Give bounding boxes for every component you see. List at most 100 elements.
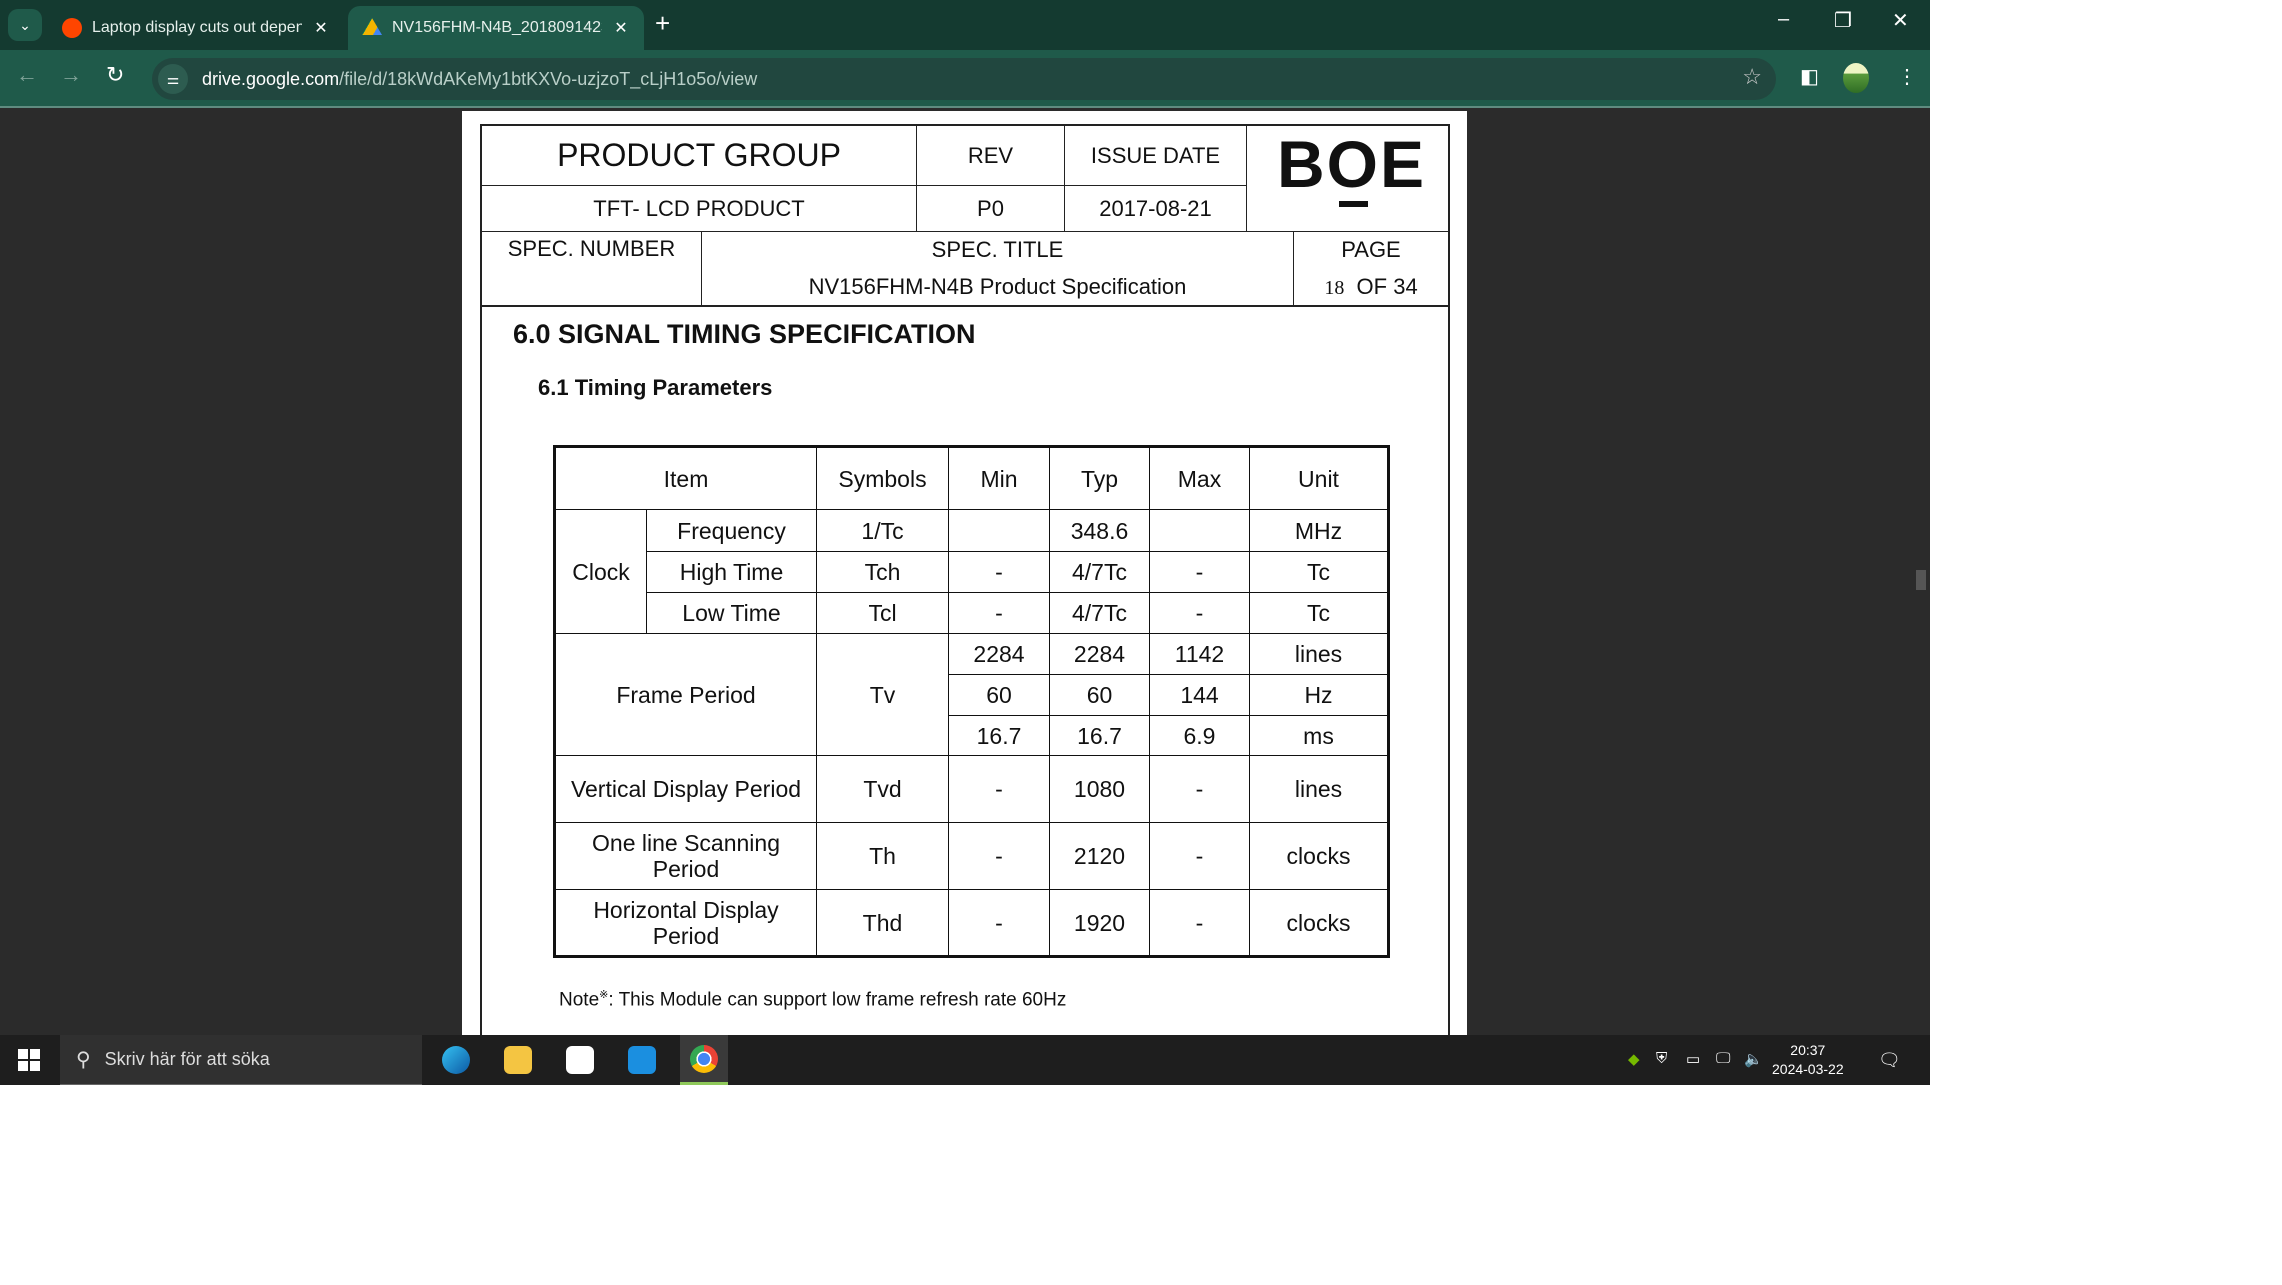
cell: Thd	[816, 889, 949, 957]
cell	[948, 509, 1050, 552]
note-text: : This Module can support low frame refr…	[608, 989, 1067, 1011]
cell: 60	[1049, 674, 1150, 716]
table-row: Frame Period Tv 2284 2284 1142 lines	[554, 633, 1389, 756]
cell: 1/Tc	[816, 509, 949, 552]
cell: 16.7	[1049, 715, 1150, 756]
note-mark: ※	[599, 989, 609, 1001]
cell: -	[1149, 889, 1250, 957]
cell: clocks	[1249, 822, 1389, 890]
security-shield-icon[interactable]: ⛨	[1656, 1050, 1668, 1067]
cell: ms	[1249, 715, 1389, 756]
page-label: PAGE	[1341, 237, 1401, 263]
toolbar: ← → ↻ ⚌ drive.google.com/file/d/18kWdAKe…	[0, 50, 1930, 108]
cell: 348.6	[1049, 509, 1150, 552]
section-heading: 6.0 SIGNAL TIMING SPECIFICATION	[513, 319, 976, 349]
edge-icon[interactable]	[432, 1035, 480, 1085]
note: Note※: This Module can support low frame…	[559, 988, 1066, 1011]
cell: Frequency	[646, 509, 817, 552]
cell: 2120	[1049, 822, 1150, 890]
side-panel-icon[interactable]: ◧	[1800, 66, 1819, 88]
page-total: OF 34	[1356, 273, 1418, 299]
cell: 16.7	[948, 715, 1050, 756]
cell: lines	[1249, 633, 1389, 675]
table-row: Horizontal Display Period Thd - 1920 - c…	[554, 889, 1389, 957]
taskbar-search[interactable]: ⚲ Skriv här för att söka	[60, 1035, 422, 1085]
cell: Tch	[816, 551, 949, 593]
cell: Tvd	[816, 755, 949, 823]
close-window-button[interactable]: ✕	[1892, 10, 1909, 32]
address-bar[interactable]: ⚌ drive.google.com/file/d/18kWdAKeMy1btK…	[152, 58, 1776, 100]
forward-button[interactable]: →	[60, 62, 82, 87]
product-group-label: PRODUCT GROUP	[482, 126, 917, 186]
subsection-heading: 6.1 Timing Parameters	[538, 375, 773, 400]
issue-date-label: ISSUE DATE	[1065, 126, 1247, 186]
new-tab-button[interactable]: +	[655, 8, 671, 38]
battery-icon[interactable]: ▭	[1686, 1051, 1701, 1068]
search-placeholder: Skriv här för att söka	[104, 1049, 270, 1069]
cell: MHz	[1249, 509, 1389, 552]
header-max: Max	[1149, 446, 1250, 510]
page-number: 18	[1324, 276, 1345, 299]
search-icon: ⚲	[76, 1049, 91, 1071]
date: 2024-03-22	[1772, 1061, 1844, 1077]
logo-cell: BOE	[1247, 126, 1448, 232]
header-item: Item	[554, 446, 817, 510]
notifications-icon[interactable]: 🗨	[1878, 1050, 1901, 1070]
document-body	[480, 307, 1450, 1047]
cell: 60	[948, 674, 1050, 716]
note-prefix: Note	[559, 989, 600, 1011]
tab-reddit[interactable]: Laptop display cuts out depend ✕	[48, 6, 344, 50]
scrollbar-thumb[interactable]	[1916, 570, 1926, 590]
cell: -	[1149, 592, 1250, 634]
spec-title: NV156FHM-N4B Product Specification	[808, 273, 1187, 299]
cell: Tv	[816, 633, 949, 756]
cell: Tc	[1249, 551, 1389, 593]
cell: One line Scanning Period	[554, 822, 817, 890]
profile-avatar[interactable]	[1843, 63, 1869, 93]
tab-drive[interactable]: NV156FHM-N4B_20180914230 ✕	[348, 6, 644, 50]
cell: 1142	[1149, 633, 1250, 675]
cell: 144	[1149, 674, 1250, 716]
clock[interactable]: 20:37 2024-03-22	[1772, 1041, 1844, 1079]
table-row: One line Scanning Period Th - 2120 - clo…	[554, 822, 1389, 890]
file-explorer-icon[interactable]	[494, 1035, 542, 1085]
cell: -	[1149, 551, 1250, 593]
table-row: Low Time Tcl - 4/7Tc - Tc	[555, 592, 1389, 634]
cell: Tcl	[816, 592, 949, 634]
clock-label: Clock	[554, 509, 647, 634]
menu-icon[interactable]: ⋮	[1897, 66, 1917, 88]
tab-search-button[interactable]: ⌄	[8, 9, 42, 41]
tab-strip: ⌄ Laptop display cuts out depend ✕ NV156…	[0, 0, 1930, 50]
cell: 2284	[948, 633, 1050, 675]
cell: 4/7Tc	[1049, 551, 1150, 593]
site-settings-icon[interactable]: ⚌	[158, 64, 188, 94]
cell: lines	[1249, 755, 1389, 823]
close-tab-icon[interactable]: ✕	[314, 20, 328, 37]
scrollbar[interactable]	[1912, 110, 1930, 1035]
network-icon[interactable]: 🖵	[1716, 1050, 1731, 1067]
mail-icon[interactable]	[618, 1035, 666, 1085]
store-icon[interactable]	[556, 1035, 604, 1085]
nvidia-icon[interactable]: ◆	[1628, 1051, 1640, 1068]
cell: Tc	[1249, 592, 1389, 634]
cell: 4/7Tc	[1049, 592, 1150, 634]
cell: clocks	[1249, 889, 1389, 957]
tab-title: NV156FHM-N4B_20180914230	[392, 19, 602, 36]
cell: -	[1149, 822, 1250, 890]
back-button[interactable]: ←	[16, 62, 38, 87]
table-row: 60 60 144 Hz	[555, 674, 1389, 716]
cell: 2284	[1049, 633, 1150, 675]
reload-button[interactable]: ↻	[106, 62, 125, 87]
cell: Low Time	[646, 592, 817, 634]
header-unit: Unit	[1249, 446, 1389, 510]
windows-start-icon[interactable]	[18, 1049, 40, 1071]
url-host: drive.google.com	[202, 68, 340, 89]
close-tab-icon[interactable]: ✕	[614, 20, 628, 37]
chrome-icon[interactable]	[680, 1035, 728, 1085]
cell: -	[1149, 755, 1250, 823]
minimize-button[interactable]: –	[1778, 8, 1790, 30]
frame-period-label: Frame Period	[554, 633, 817, 756]
restore-button[interactable]: ❐	[1834, 10, 1852, 32]
bookmark-star-icon[interactable]: ☆	[1742, 64, 1762, 89]
volume-icon[interactable]: 🔈	[1744, 1051, 1763, 1068]
